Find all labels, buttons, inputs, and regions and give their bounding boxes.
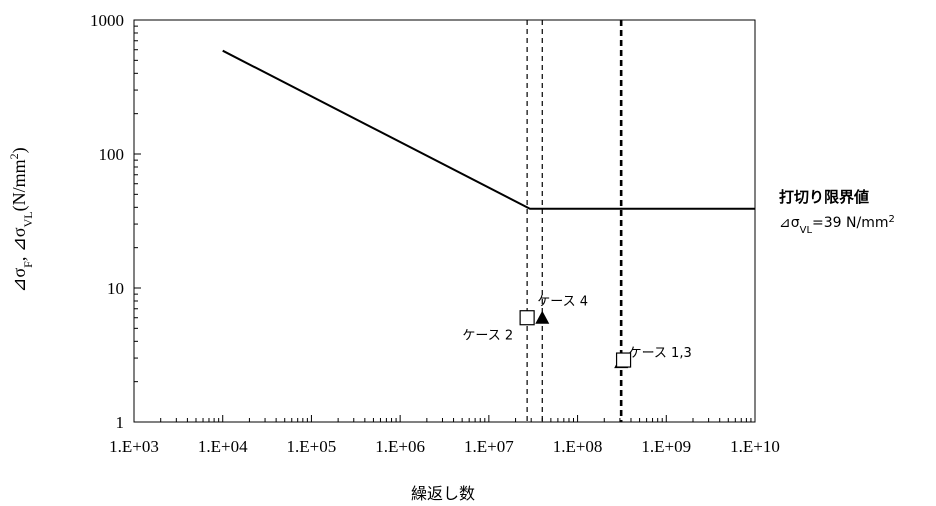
open-square-marker [615,352,632,368]
case-annotation: ケース 1,3 [629,346,692,361]
filled-triangle-marker [535,310,550,324]
plot-border [133,19,756,423]
vertical-lines [526,20,623,422]
series-layer [222,49,755,210]
cutoff-limit-title: 打切り限界値 [779,188,869,206]
svg-text:⊿σF, ⊿σVL(N/mm2): ⊿σF, ⊿σVL(N/mm2) [7,147,35,292]
x-tick-label: 1.E+03 [109,437,159,456]
y-tick-label: 100 [99,145,125,164]
x-tick-label: 1.E+07 [464,437,514,456]
y-tick-label: 10 [107,279,124,298]
x-tick-label: 1.E+04 [198,437,248,456]
x-tick-label: 1.E+10 [730,437,780,456]
case-annotation: ケース 2 [462,329,513,344]
x-axis-title: 繰返し数 [411,484,475,503]
open-square-marker [519,310,535,326]
cutoff-limit-value: ⊿σVL=39 N/mm2 [779,214,895,236]
sn-curve-line [222,49,755,210]
x-tick-label: 1.E+06 [375,437,425,456]
annotation-layer: ケース 2 ケース 4 ケース 1,3 [462,295,691,361]
y-axis-title: ⊿σF, ⊿σVL(N/mm2) [7,147,35,292]
plot-frame [133,19,756,423]
x-tick-label: 1.E+05 [287,437,337,456]
case-annotation: ケース 4 [537,295,588,310]
svg-text:⊿σVL=39 N/mm2: ⊿σVL=39 N/mm2 [779,214,895,236]
tick-layer: 1.E+03 1.E+04 1.E+05 1.E+06 1.E+07 1.E+08 1.E+… [90,11,780,456]
y-tick-label: 1000 [90,11,124,30]
x-tick-label: 1.E+09 [641,437,691,456]
y-tick-label: 1 [116,413,125,432]
x-tick-label: 1.E+08 [553,437,603,456]
markers-layer [519,310,632,369]
